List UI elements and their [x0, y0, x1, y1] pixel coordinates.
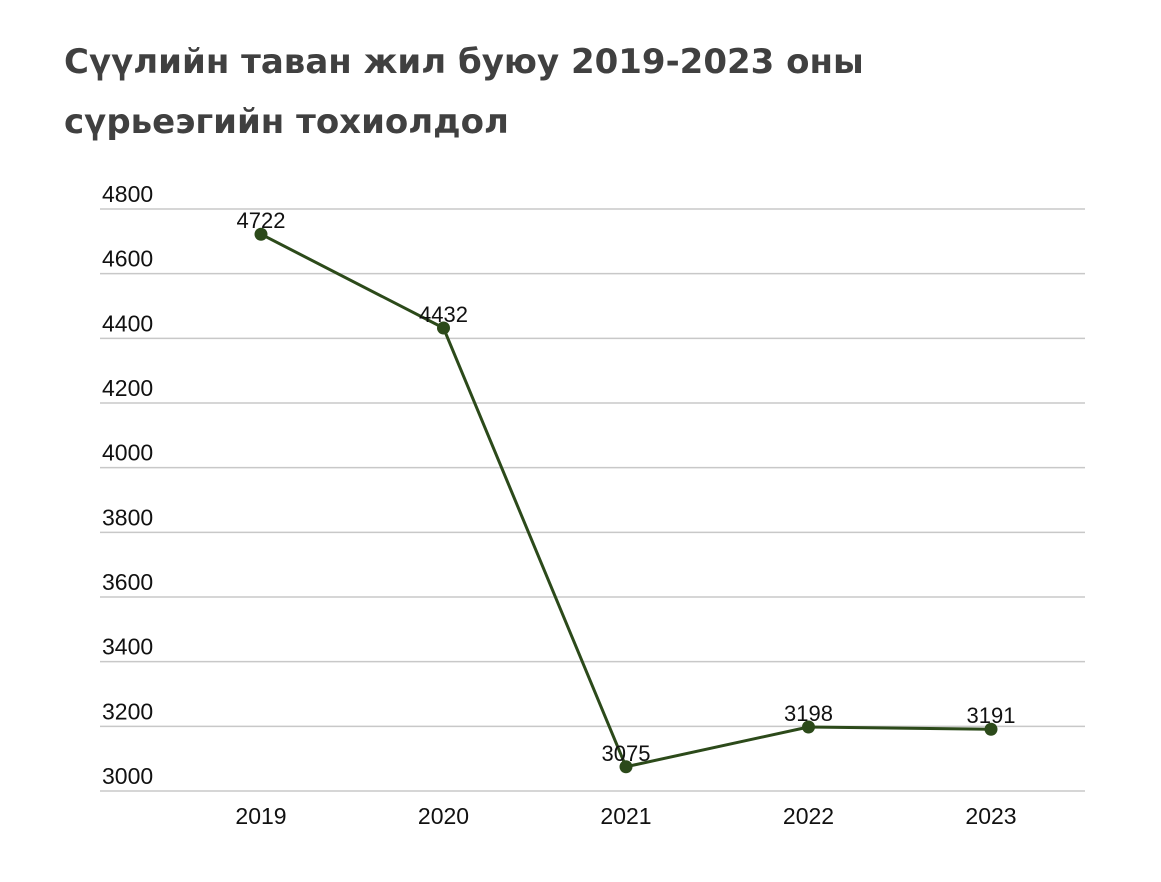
data-label-2022: 3198 — [784, 701, 833, 726]
x-tick-label: 2019 — [235, 803, 286, 829]
y-tick-label: 4200 — [102, 375, 153, 401]
y-tick-label: 4000 — [102, 440, 153, 466]
gridlines — [100, 208, 1085, 792]
y-axis-tick-labels: 3000 3200 3400 3600 3800 4000 4200 4400 4600 4800 — [102, 181, 153, 789]
y-tick-label: 4800 — [102, 181, 153, 207]
data-point-2021 — [619, 760, 633, 774]
y-tick-label: 4400 — [102, 310, 153, 336]
data-label-2020: 4432 — [419, 302, 468, 327]
data-label-2023: 3191 — [967, 703, 1016, 728]
data-label-2021: 3075 — [602, 741, 651, 766]
x-axis-tick-labels: 2019 2020 2021 2022 2023 — [235, 803, 1016, 829]
y-tick-label: 3200 — [102, 698, 153, 724]
data-label-2019: 4722 — [237, 208, 286, 233]
data-point-2023 — [984, 722, 998, 736]
data-point-2022 — [802, 720, 815, 734]
x-tick-label: 2022 — [783, 803, 834, 829]
y-tick-label: 3000 — [102, 763, 153, 789]
y-tick-label: 4600 — [102, 246, 153, 272]
x-tick-label: 2021 — [600, 803, 651, 829]
x-tick-label: 2023 — [965, 803, 1016, 829]
data-labels: 4722 4432 3075 3198 3191 — [237, 208, 1016, 766]
y-tick-label: 3800 — [102, 504, 153, 530]
x-tick-label: 2020 — [418, 803, 469, 829]
series-line-layer — [259, 232, 993, 769]
y-tick-label: 3600 — [102, 569, 153, 595]
series-line — [259, 232, 993, 769]
y-tick-label: 3400 — [102, 634, 153, 660]
data-points — [254, 227, 998, 774]
data-point-2019 — [254, 227, 268, 241]
chart-title: Сүүлийн таван жил буюу 2019-2023 оны сүр… — [64, 42, 864, 142]
data-point-2020 — [437, 321, 450, 335]
